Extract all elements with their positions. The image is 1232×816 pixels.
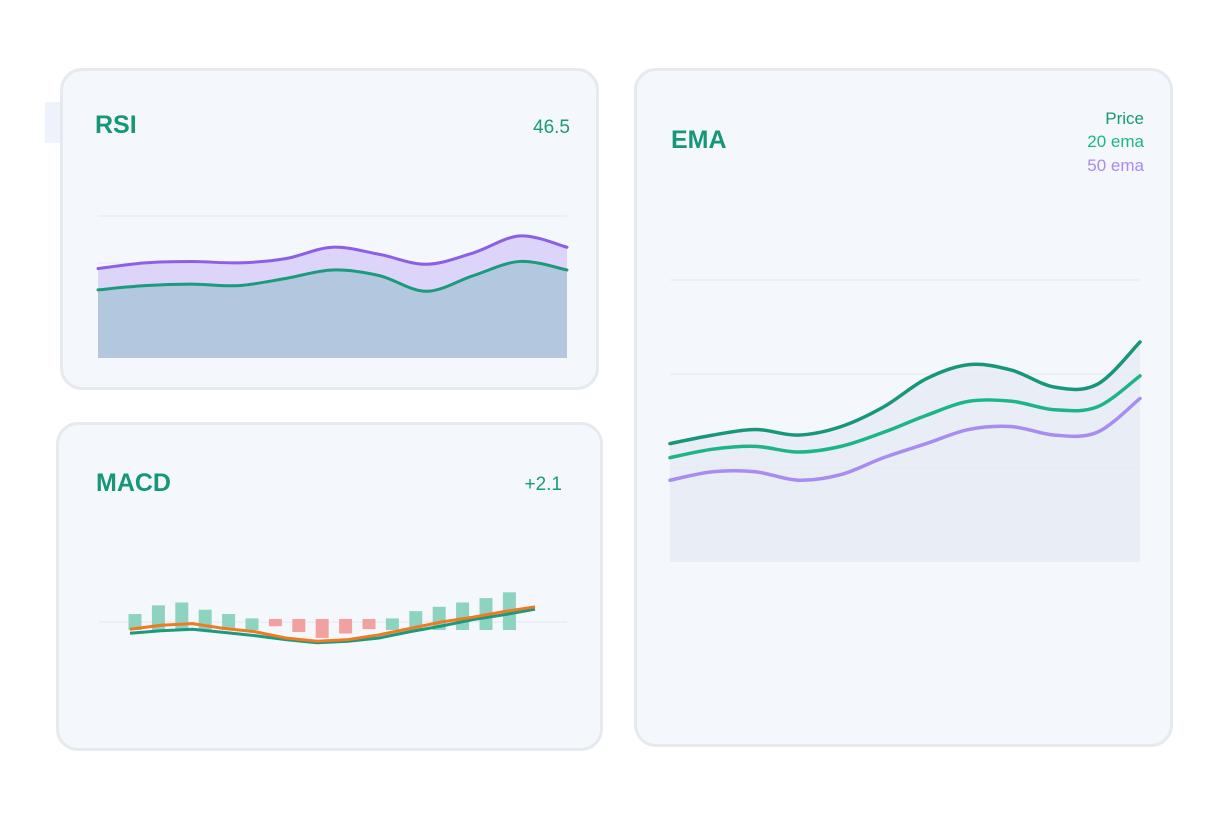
macd-histogram-bar xyxy=(385,618,399,630)
rsi-title: RSI xyxy=(95,111,137,139)
legend-20-ema: 20 ema xyxy=(1087,132,1144,151)
macd-histogram-bar xyxy=(222,614,236,630)
legend-price: Price xyxy=(1105,109,1144,128)
rsi-lower-line xyxy=(96,259,569,293)
macd-histogram-bar xyxy=(339,619,353,634)
macd-histogram-bar xyxy=(245,618,259,630)
ema-title: EMA xyxy=(671,126,727,154)
macd-histogram-bar xyxy=(456,602,470,630)
rsi-value: 46.5 xyxy=(533,117,570,138)
rsi-card: RSI 46.5 xyxy=(60,68,599,390)
macd-card: MACD +2.1 xyxy=(56,422,603,751)
macd-histogram-bar xyxy=(362,619,376,630)
macd-histogram-bar xyxy=(292,619,306,633)
rsi-upper-line xyxy=(96,234,569,271)
macd-histogram-bar xyxy=(315,619,329,638)
price-line xyxy=(668,340,1142,446)
macd-title: MACD xyxy=(96,469,171,497)
macd-line xyxy=(129,607,536,645)
macd-value: +2.1 xyxy=(524,474,562,495)
signal-line xyxy=(129,605,536,643)
rsi-chart xyxy=(96,215,569,358)
ema-chart xyxy=(668,279,1142,562)
macd-chart xyxy=(99,592,567,645)
ema-20-line xyxy=(668,374,1142,460)
ema-50-line xyxy=(668,396,1142,483)
ema-card: EMA Price 20 ema 50 ema xyxy=(634,68,1173,747)
legend-50-ema: 50 ema xyxy=(1087,156,1144,175)
macd-histogram-bar xyxy=(268,619,282,627)
macd-histogram-bar xyxy=(128,614,142,630)
